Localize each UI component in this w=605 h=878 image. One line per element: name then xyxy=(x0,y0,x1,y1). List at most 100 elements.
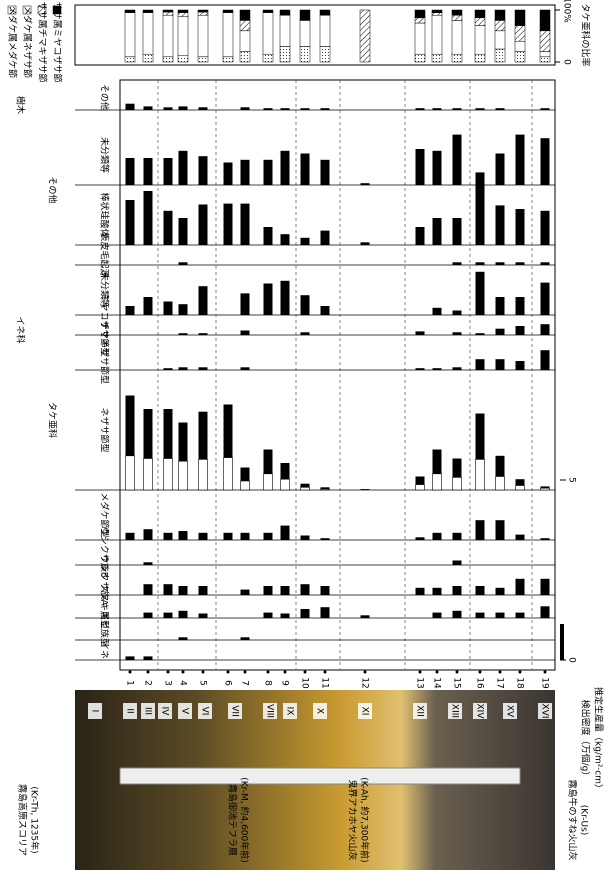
ratio-segment xyxy=(198,10,208,12)
series-label: 未分類等 xyxy=(99,137,111,173)
bar xyxy=(516,535,525,540)
bar xyxy=(416,588,425,595)
ratio-segment xyxy=(178,56,188,62)
tephra-note: (K-Ah, 約7,300年前) xyxy=(359,777,371,862)
bar xyxy=(164,107,173,110)
bar xyxy=(476,262,485,265)
production-bar xyxy=(164,459,173,491)
bar xyxy=(541,579,550,595)
production-bar xyxy=(281,479,290,490)
layer-label: XV xyxy=(505,705,515,718)
bar xyxy=(179,637,188,640)
sample-label: 12 xyxy=(360,677,370,688)
bar xyxy=(516,135,525,185)
production-bar xyxy=(264,474,273,490)
bar xyxy=(321,538,330,540)
series-label: 棒状珪酸体 xyxy=(99,192,111,237)
bar xyxy=(416,368,425,370)
sample-dot xyxy=(479,671,482,674)
bar xyxy=(264,586,273,595)
bar xyxy=(541,138,550,185)
bar xyxy=(301,238,310,245)
bar xyxy=(281,526,290,540)
ratio-tick-label: 100% xyxy=(562,0,572,23)
bar xyxy=(516,361,525,370)
bar xyxy=(496,359,505,370)
sample-dot xyxy=(324,671,327,674)
ratio-segment xyxy=(415,10,425,18)
production-bar xyxy=(433,474,442,490)
group-label: 樹木 xyxy=(15,96,27,114)
ratio-segment xyxy=(452,15,462,20)
bar xyxy=(126,656,135,660)
layer-label: XIV xyxy=(475,704,485,720)
bar xyxy=(164,158,173,185)
ratio-segment xyxy=(540,31,550,52)
production-bar xyxy=(416,485,425,490)
sample-dot xyxy=(436,671,439,674)
bar xyxy=(126,200,135,245)
bar xyxy=(433,533,442,540)
bar xyxy=(301,332,310,335)
bar xyxy=(361,615,370,618)
bar xyxy=(453,218,462,245)
tephra-name: 霧島高原スコリア xyxy=(17,784,29,856)
layer-label: V xyxy=(180,708,190,715)
ratio-segment xyxy=(163,12,173,15)
ratio-segment xyxy=(300,20,310,46)
bar xyxy=(179,531,188,540)
bar xyxy=(496,297,505,315)
layer-label: II xyxy=(125,708,135,713)
bar xyxy=(199,107,208,110)
bar xyxy=(476,520,485,540)
sample-dot xyxy=(244,671,247,674)
bar xyxy=(476,272,485,315)
sample-dot xyxy=(499,671,502,674)
production-bar xyxy=(144,459,153,491)
ratio-segment xyxy=(432,13,442,16)
production-bar xyxy=(516,486,525,491)
bar xyxy=(241,590,250,595)
ratio-segment xyxy=(125,57,135,62)
bar xyxy=(164,368,173,370)
layer-label: VI xyxy=(200,707,210,716)
bar xyxy=(126,158,135,185)
ratio-segment xyxy=(515,26,525,42)
tephra-name: 霧島牛のすね火山灰 xyxy=(567,779,579,860)
bar xyxy=(453,586,462,595)
bar xyxy=(144,562,153,565)
bar xyxy=(144,656,153,660)
bar xyxy=(199,586,208,595)
ratio-segment xyxy=(143,10,153,13)
group-label: タケ亜科 xyxy=(47,402,59,438)
sample-label: 7 xyxy=(240,680,250,686)
ratio-segment xyxy=(320,10,330,15)
chart: イネキビ族型ススキ属型ウシクサ族Aウシクサ族Bメダケ節型ネザサ節型チマキザサ節型… xyxy=(0,0,605,878)
scale-ruler xyxy=(120,768,520,784)
bar xyxy=(126,104,135,110)
bar xyxy=(241,367,250,370)
sample-label: 9 xyxy=(280,680,290,686)
production-bar xyxy=(241,481,250,490)
bar xyxy=(164,613,173,618)
ratio-segment xyxy=(495,49,505,62)
ratio-segment xyxy=(452,54,462,62)
bar xyxy=(541,108,550,110)
production-bar xyxy=(301,487,310,490)
bar xyxy=(264,227,273,245)
ratio-segment xyxy=(452,20,462,54)
bar xyxy=(433,308,442,315)
sample-label: 13 xyxy=(415,677,425,688)
bar xyxy=(241,637,250,640)
sample-label: 16 xyxy=(475,677,485,689)
ratio-segment xyxy=(540,57,550,62)
bar xyxy=(179,106,188,110)
layer-label: XVI xyxy=(540,704,550,719)
ratio-segment xyxy=(300,10,310,20)
sample-label: 1 xyxy=(125,680,135,686)
bar xyxy=(416,108,425,110)
layer-label: XIII xyxy=(450,704,460,718)
bar xyxy=(476,586,485,595)
bar xyxy=(281,614,290,619)
bar xyxy=(179,262,188,265)
